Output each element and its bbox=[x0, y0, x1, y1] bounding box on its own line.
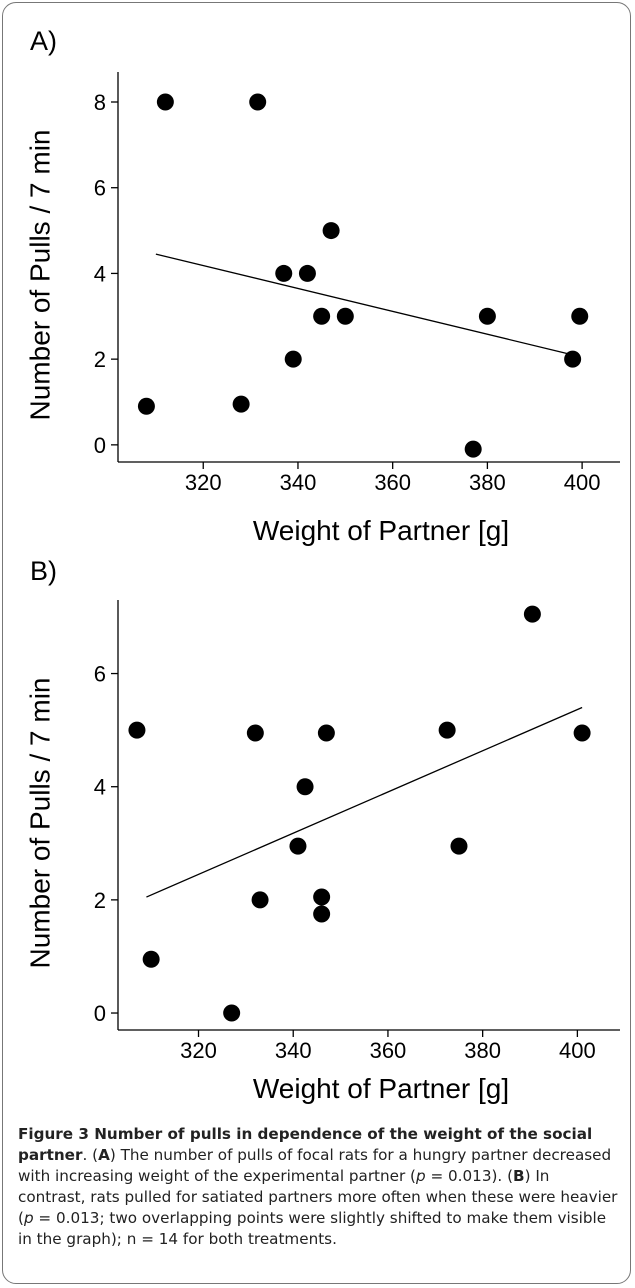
panel-a-y-tick-label: 4 bbox=[94, 261, 106, 286]
panel-a-data-point bbox=[336, 307, 354, 325]
panel-b-data-point bbox=[317, 724, 335, 742]
panel-a-y-axis-title: Number of Pulls / 7 min bbox=[25, 130, 56, 421]
panel-a-data-point bbox=[232, 395, 250, 413]
panel-a-data-point bbox=[478, 307, 496, 325]
panel-a-label: A) bbox=[30, 26, 57, 56]
panel-a-data-point bbox=[313, 307, 331, 325]
panel-a-data-point bbox=[284, 350, 302, 368]
panel-a-y-tick-label: 0 bbox=[94, 433, 106, 458]
panel-a-data-point bbox=[464, 440, 482, 458]
panel-a-data-point bbox=[571, 307, 589, 325]
panel-b-data-point bbox=[251, 891, 269, 909]
panel-a-data-point bbox=[298, 264, 316, 282]
panel-a-data-point bbox=[137, 397, 155, 415]
panel-a-data-point bbox=[322, 222, 340, 240]
caption-seg2: ) The number of pulls of focal rats for … bbox=[18, 1146, 612, 1185]
panel-b-data-point bbox=[450, 837, 468, 855]
panel-a-x-tick-label: 360 bbox=[374, 470, 411, 495]
panel-b-data-point bbox=[142, 950, 160, 968]
caption-seg5: = 0.013; two overlapping points were sli… bbox=[18, 1209, 607, 1248]
caption-seg3: = 0.013). ( bbox=[425, 1167, 513, 1185]
panel-b-data-point bbox=[523, 605, 541, 623]
panel-b-y-tick-label: 6 bbox=[94, 662, 106, 687]
panel-b-y-tick-label: 2 bbox=[94, 888, 106, 913]
panel-b-x-axis-title: Weight of Partner [g] bbox=[253, 1073, 509, 1104]
panel-a-data-point bbox=[275, 264, 293, 282]
panel-b-y-tick-label: 0 bbox=[94, 1001, 106, 1026]
panel-b-data-point bbox=[313, 905, 331, 923]
panel-b-x-tick-label: 360 bbox=[370, 1038, 407, 1063]
figure-caption: Figure 3 Number of pulls in dependence o… bbox=[18, 1124, 618, 1250]
panel-a-data-point bbox=[156, 93, 174, 111]
caption-title: Figure 3 Number of pulls in dependence o… bbox=[18, 1125, 593, 1164]
panel-b-data-point bbox=[313, 888, 331, 906]
caption-seg4: ) In contrast, rats pulled for satiated … bbox=[18, 1167, 618, 1227]
panel-b-trend-line bbox=[146, 706, 583, 898]
panel-a-x-tick-label: 320 bbox=[185, 470, 222, 495]
panel-b-data-point bbox=[223, 1004, 241, 1022]
panel-a-x-tick-label: 340 bbox=[280, 470, 317, 495]
caption-p-symbol-1: p bbox=[415, 1167, 426, 1185]
panel-b-data-point bbox=[438, 721, 456, 739]
panel-a-data-point bbox=[249, 93, 267, 111]
caption-letter-a: A bbox=[98, 1146, 110, 1164]
panel-b-x-tick-label: 320 bbox=[180, 1038, 217, 1063]
panel-b-x-tick-label: 400 bbox=[559, 1038, 596, 1063]
panel-b-data-point bbox=[289, 837, 307, 855]
panel-b-data-point bbox=[128, 721, 146, 739]
panel-a-y-tick-label: 2 bbox=[94, 347, 106, 372]
panel-b-x-tick-label: 340 bbox=[275, 1038, 312, 1063]
panel-a-data-point bbox=[564, 350, 582, 368]
caption-seg1: . ( bbox=[82, 1146, 99, 1164]
panel-b-data-point bbox=[296, 778, 314, 796]
figure-charts: A) 320 340 360 380 400 0 2 4 6 8 Weight of Partner … bbox=[25, 26, 620, 1104]
panel-a-x-tick-label: 380 bbox=[469, 470, 506, 495]
panel-a-x-tick-label: 400 bbox=[564, 470, 601, 495]
panel-a-y-tick-label: 8 bbox=[94, 90, 106, 115]
panel-b-y-axis-title: Number of Pulls / 7 min bbox=[25, 678, 56, 969]
caption-p-symbol-2: p bbox=[23, 1209, 34, 1227]
panel-a-y-tick-label: 6 bbox=[94, 176, 106, 201]
panel-a-trend-line bbox=[155, 253, 573, 356]
panel-b-data-point bbox=[246, 724, 264, 742]
panel-a-x-axis-title: Weight of Partner [g] bbox=[253, 515, 509, 546]
panel-b-label: B) bbox=[30, 556, 57, 586]
panel-b-x-tick-label: 380 bbox=[464, 1038, 501, 1063]
panel-b-y-tick-label: 4 bbox=[94, 775, 106, 800]
caption-letter-b: B bbox=[513, 1167, 525, 1185]
panel-b-data-point bbox=[573, 724, 591, 742]
